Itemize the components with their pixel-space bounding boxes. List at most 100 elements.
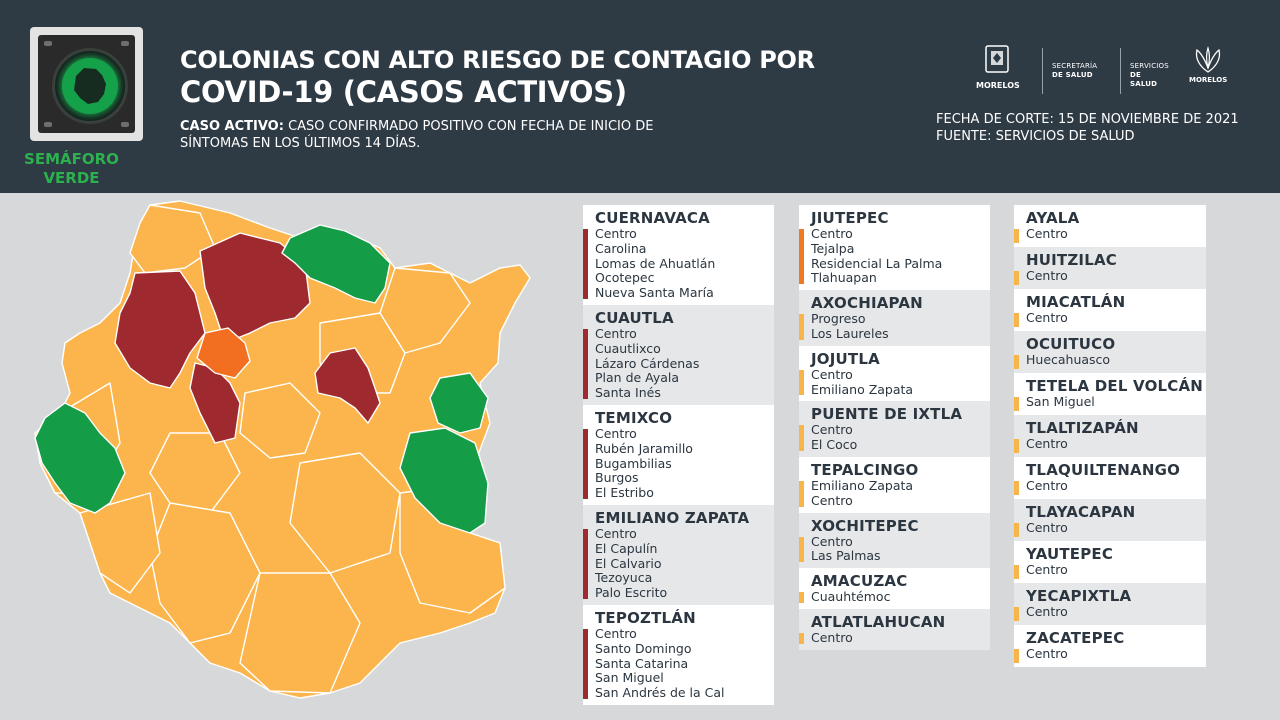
municipality-entry: JIUTEPEC Centro Tejalpa Residencial La Palm… (799, 205, 990, 291)
municipality-entry: PUENTE DE IXTLA Centro El Coco (799, 401, 990, 457)
municipality-name: JIUTEPEC (811, 209, 889, 227)
municipality-name: YECAPIXTLA (1026, 587, 1132, 605)
municipality-name: ATLATLAHUCAN (811, 612, 946, 631)
column-low-risk: AYALA Centro HUITZILAC Centro MIACATLÁN Centr… (1014, 205, 1206, 667)
risk-level-bar (583, 428, 588, 499)
map-region-green (429, 372, 489, 434)
municipality-name: HUITZILAC (1026, 251, 1117, 269)
colonia-name: Centro (595, 425, 637, 441)
municipality-name: TEMIXCO (595, 408, 673, 427)
municipality-name: TLAQUILTENANGO (1026, 461, 1181, 479)
colonia-name: Centro (811, 366, 853, 382)
risk-level-bar (799, 536, 804, 563)
municipality-entry: TEMIXCO Centro Rubén Jaramillo Bugambilias B… (583, 404, 774, 505)
title-line-2: COVID-19 (CASOS ACTIVOS) (180, 75, 627, 109)
servicios-line-1: SERVICIOS (1130, 62, 1169, 70)
municipality-entry: CUERNAVACA Centro Carolina Lomas de Ahuatlá… (583, 205, 774, 305)
colonia-name: Centro (1026, 226, 1068, 241)
municipality-name: TEPALCINGO (811, 460, 919, 479)
municipality-entry: YAUTEPEC Centro (1014, 541, 1206, 583)
map-region-green (281, 224, 391, 304)
colonia-name: El Estribo (595, 485, 654, 501)
risk-level-bar (799, 314, 804, 340)
colonia-name: Centro (1026, 436, 1068, 451)
risk-level-bar (799, 480, 804, 507)
risk-level-bar (1014, 313, 1019, 327)
secretaria-line-2: DE SALUD (1052, 71, 1093, 79)
colonia-name: Las Palmas (811, 548, 881, 564)
colonia-name: Cuautlixco (595, 340, 661, 356)
colonia-name: Centro (811, 226, 853, 241)
colonia-name: Emiliano Zapata (811, 381, 914, 397)
municipality-entry: MIACATLÁN Centro (1014, 289, 1206, 331)
municipality-name: YAUTEPEC (1026, 545, 1114, 563)
colonia-name: Los Laureles (811, 325, 889, 341)
municipality-entry: HUITZILAC Centro (1014, 247, 1206, 289)
municipality-entry: JOJUTLA Centro Emiliano Zapata (799, 345, 990, 402)
risk-level-bar (1014, 271, 1019, 285)
risk-level-bar (1014, 523, 1019, 537)
risk-level-bar (583, 528, 588, 599)
colonia-name: Centro (1026, 478, 1068, 493)
risk-level-bar (799, 369, 804, 396)
colonia-name: Centro (1026, 268, 1068, 283)
colonia-name: Centro (1026, 310, 1068, 325)
risk-level-bar (1014, 649, 1019, 663)
traffic-light-icon (30, 27, 143, 141)
colonia-name: Palo Escrito (595, 585, 668, 601)
colonia-name: San Miguel (1026, 394, 1095, 409)
colonia-name: Centro (595, 226, 637, 241)
municipality-entry: TLAQUILTENANGO Centro (1014, 457, 1206, 499)
map-region-red (199, 232, 311, 344)
municipality-entry: ZACATEPEC Centro (1014, 625, 1206, 667)
municipality-name: CUERNAVACA (595, 209, 710, 227)
semaforo-label: SEMÁFORO VERDE (24, 150, 119, 187)
colonia-name: Santo Domingo (595, 640, 692, 656)
colonia-name: Rubén Jaramillo (595, 440, 693, 456)
colonia-name: Lomas de Ahuatlán (595, 255, 716, 271)
map-region-yellow (79, 492, 161, 594)
case-definition-label: CASO ACTIVO: (180, 119, 284, 134)
municipality-name: TETELA DEL VOLCÁN (1026, 377, 1204, 395)
source-info: FECHA DE CORTE: 15 DE NOVIEMBRE DE 2021 … (936, 111, 1239, 145)
municipality-name: TLAYACAPAN (1026, 503, 1136, 521)
case-definition: CASO ACTIVO: CASO CONFIRMADO POSITIVO CO… (180, 118, 700, 152)
risk-level-bar (1014, 355, 1019, 369)
municipality-entry: XOCHITEPEC Centro Las Palmas (799, 512, 990, 569)
column-high-risk: CUERNAVACA Centro Carolina Lomas de Ahuatlá… (583, 205, 774, 705)
municipality-entry: TEPOZTLÁN Centro Santo Domingo Santa Catari… (583, 604, 774, 705)
secretaria-line-1: SECRETARÍA (1052, 62, 1098, 70)
colonia-name: Progreso (811, 311, 866, 327)
colonia-name: Cuauhtémoc (811, 589, 891, 605)
colonia-name: San Miguel (595, 670, 664, 686)
header-banner: SEMÁFORO VERDE COLONIAS CON ALTO RIESGO … (0, 0, 1280, 193)
colonia-name: Centro (811, 492, 853, 508)
colonia-name: Centro (595, 325, 637, 341)
municipality-name: ZACATEPEC (1026, 629, 1125, 647)
morelos-logo-text: MORELOS (976, 81, 1020, 90)
municipality-entry: AMACUZAC Cuauhtémoc (799, 568, 990, 609)
risk-level-bar (1014, 481, 1019, 495)
map-region-red (114, 270, 206, 389)
municipality-name: PUENTE DE IXTLA (811, 405, 963, 424)
risk-level-bar (583, 328, 588, 399)
municipality-name: XOCHITEPEC (811, 516, 919, 535)
municipality-name: CUAUTLA (595, 308, 674, 327)
colonia-name: El Capulín (595, 540, 658, 556)
colonia-name: Residencial La Palma (811, 255, 943, 271)
risk-level-bar (1014, 229, 1019, 243)
colonia-name: Tezoyuca (595, 570, 653, 586)
risk-level-bar (799, 592, 804, 603)
municipality-entry: TLAYACAPAN Centro (1014, 499, 1206, 541)
risk-level-bar (583, 628, 588, 699)
colonia-name: Centro (811, 533, 853, 549)
title-line-1: COLONIAS CON ALTO RIESGO DE CONTAGIO POR (180, 46, 815, 74)
colonia-name: Centro (811, 422, 853, 438)
municipality-name: AMACUZAC (811, 572, 908, 591)
risk-level-bar (1014, 439, 1019, 453)
municipality-name: TEPOZTLÁN (595, 608, 696, 627)
municipality-entry: TETELA DEL VOLCÁN San Miguel (1014, 373, 1206, 415)
municipality-entry: OCUITUCO Huecahuasco (1014, 331, 1206, 373)
map-region-red (314, 347, 381, 424)
colonia-name: Nueva Santa María (595, 285, 714, 301)
